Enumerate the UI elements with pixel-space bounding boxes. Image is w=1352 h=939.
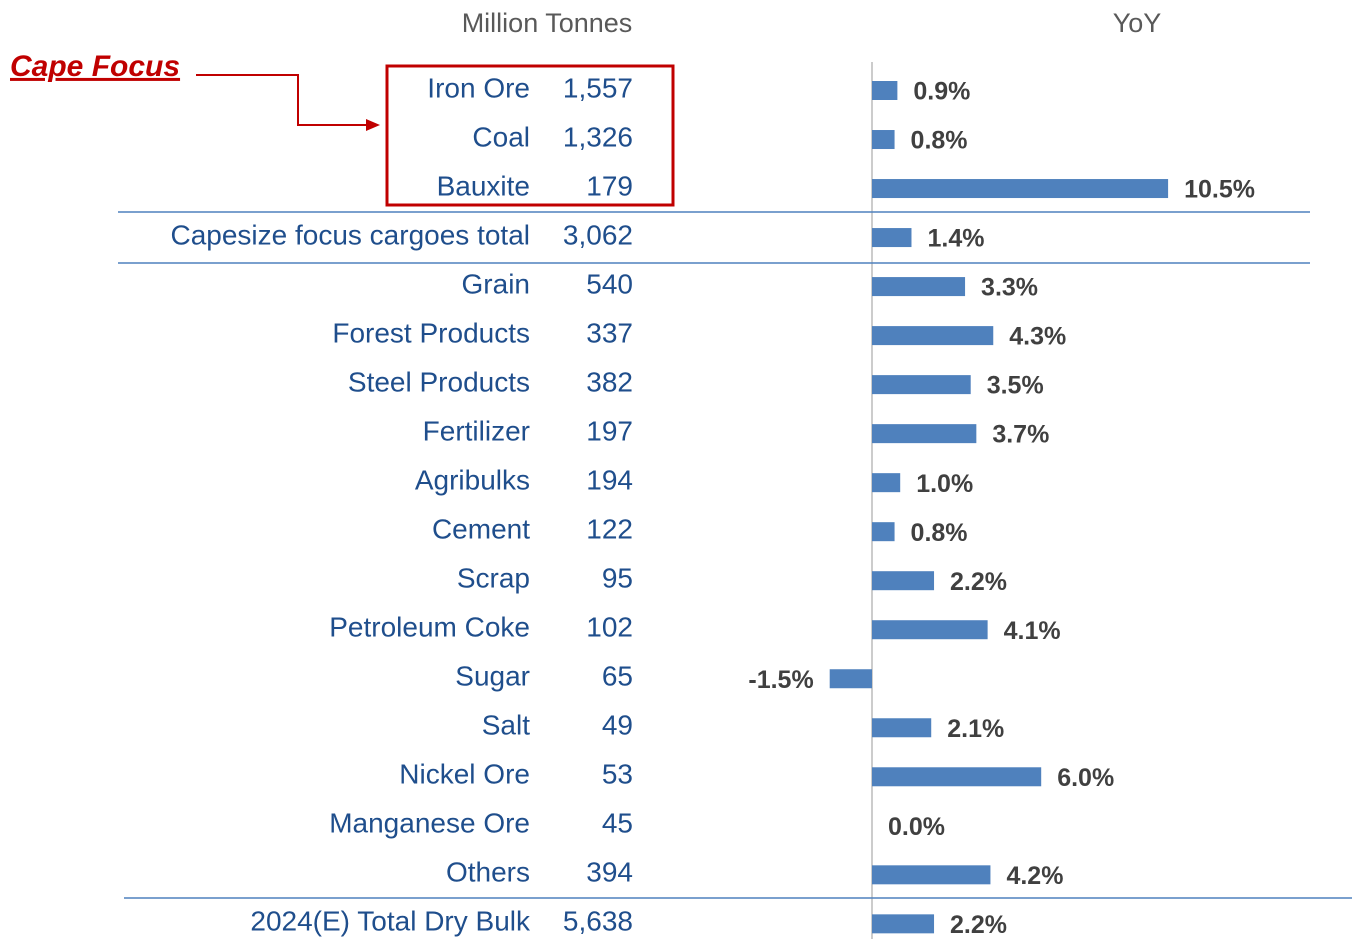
tonnes-value: 65 [602,661,633,692]
bar [872,277,966,297]
tonnes-value: 394 [586,857,633,888]
category-label: 2024(E) Total Dry Bulk [250,906,531,937]
tonnes-value: 382 [586,367,633,398]
category-label: Others [446,857,530,888]
bar [872,130,895,150]
bar [872,914,935,934]
category-label: Nickel Ore [399,759,530,790]
tonnes-value: 49 [602,710,633,741]
value-label: 4.1% [1004,617,1061,645]
category-label: Forest Products [332,317,530,348]
tonnes-value: 179 [586,170,633,201]
tonnes-value: 102 [586,612,633,643]
tonnes-value: 197 [586,416,633,447]
category-label: Coal [472,121,530,152]
bar [872,81,898,100]
value-label: 3.7% [992,421,1049,449]
value-label: 1.0% [916,470,973,498]
value-label: 2.2% [950,911,1007,939]
category-label: Salt [482,710,530,741]
value-label: 10.5% [1184,176,1255,204]
category-label: Fertilizer [423,416,530,447]
category-label: Grain [462,268,530,299]
bar [872,179,1169,199]
header: Million Tonnes [462,8,633,38]
value-label: 4.3% [1009,323,1066,351]
bar [872,326,994,346]
tonnes-value: 5,638 [563,906,633,937]
bar [872,865,991,885]
bar [872,424,977,444]
arrow [196,74,368,126]
bar [872,522,895,542]
bar [872,375,971,395]
value-label: 6.0% [1057,764,1114,792]
tonnes-value: 1,326 [563,121,633,152]
tonnes-value: 1,557 [563,72,633,103]
category-label: Manganese Ore [329,808,530,839]
bar [872,620,988,640]
bar [872,767,1042,787]
tonnes-value: 194 [586,465,633,496]
tonnes-value: 95 [602,563,633,594]
tonnes-value: 53 [602,759,633,790]
category-label: Steel Products [348,367,530,398]
value-label: 1.4% [927,225,984,253]
category-label: Bauxite [437,170,530,201]
category-label: Agribulks [415,465,530,496]
bar [872,718,932,738]
category-label: Capesize focus cargoes total [170,219,530,250]
category-label: Sugar [455,661,530,692]
bar [872,571,935,591]
value-label: 0.8% [911,127,968,155]
tonnes-value: 122 [586,514,633,545]
tonnes-value: 3,062 [563,219,633,250]
value-label: 0.0% [888,813,945,841]
value-label: 0.9% [913,78,970,106]
highlight-box [385,64,675,207]
bar [872,228,912,248]
category-label: Petroleum Coke [329,612,530,643]
value-label: 0.8% [911,519,968,547]
bar [872,473,901,493]
value-label: 2.1% [947,715,1004,743]
value-label: 3.3% [981,274,1038,302]
category-label: Cement [432,514,530,545]
tonnes-value: 337 [586,317,633,348]
value-label: 4.2% [1006,862,1063,890]
value-label: 2.2% [950,568,1007,596]
value-label: -1.5% [748,666,813,694]
value-label: 3.5% [987,372,1044,400]
tonnes-value: 45 [602,808,633,839]
header: YoY [1113,8,1162,38]
category-label: Iron Ore [427,72,530,103]
annotation: Cape Focus [10,50,180,83]
tonnes-value: 540 [586,268,633,299]
arrow-head [366,119,380,131]
bar [829,669,872,689]
category-label: Scrap [457,563,530,594]
